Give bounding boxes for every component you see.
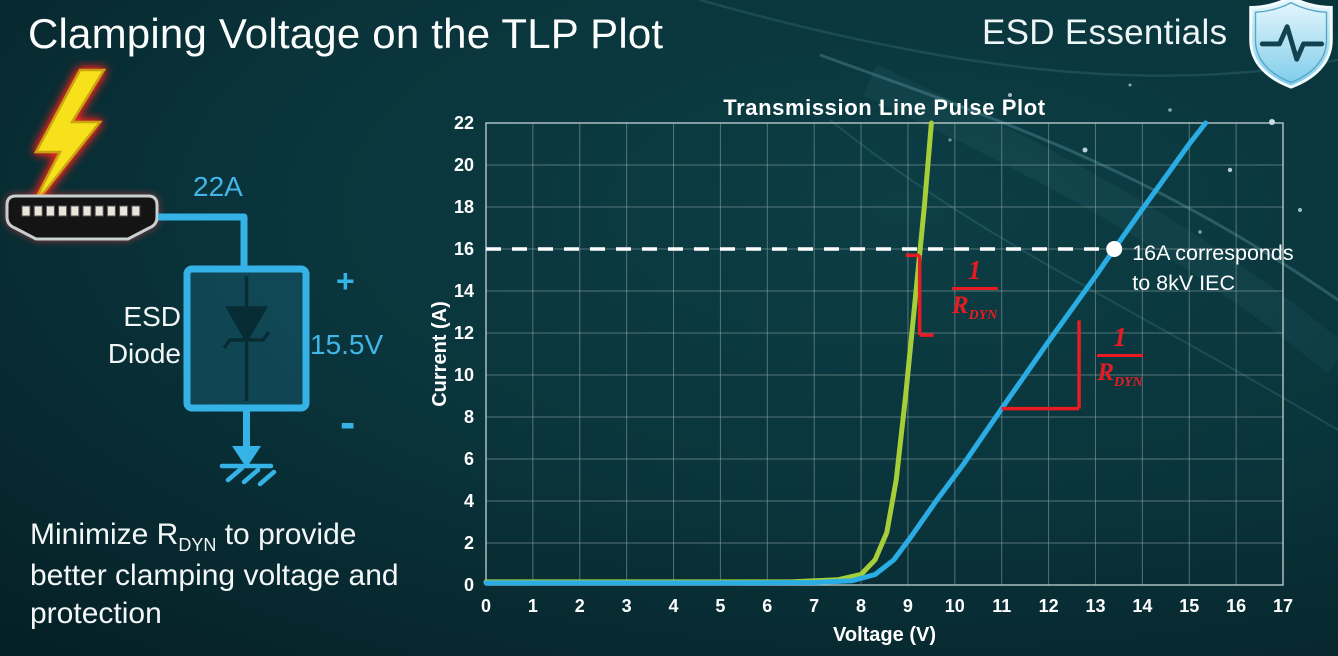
x-tick-label: 13	[1085, 596, 1105, 616]
esd-circuit-diagram: 22A ESD Diode + 15.5V -	[5, 68, 383, 487]
y-tick-label: 4	[464, 491, 474, 511]
y-tick-label: 20	[454, 155, 474, 175]
x-tick-label: 4	[669, 596, 679, 616]
y-tick-label: 10	[454, 365, 474, 385]
fraction-denominator: RDYN	[1091, 360, 1149, 391]
fraction-bar	[951, 287, 998, 291]
note-post: to provide better clamping voltage and p…	[30, 518, 399, 630]
x-tick-label: 17	[1273, 596, 1293, 616]
note-sub: DYN	[178, 535, 217, 555]
tlp-plot: 0 1 2 3 4 5 6 7 8 9 10 11 12 13 14 15 16 1702468101214161…	[430, 95, 1294, 646]
x-tick-label: 9	[903, 596, 913, 616]
x-tick-label: 8	[856, 596, 866, 616]
ground-symbol	[219, 463, 277, 487]
x-tick-label: 10	[945, 596, 965, 616]
lightning-bolt-icon	[28, 68, 107, 211]
y-tick-label: 0	[464, 575, 474, 595]
x-tick-label: 15	[1179, 596, 1199, 616]
y-tick-label: 6	[464, 449, 474, 469]
pulse-icon	[1259, 24, 1325, 62]
rdyn-base: R	[951, 292, 969, 320]
page-title: Clamping Voltage on the TLP Plot	[28, 10, 664, 57]
x-axis-label: Voltage (V)	[833, 624, 936, 646]
rdyn-slope-label-blue: 1 RDYN	[1091, 324, 1149, 391]
wire	[158, 213, 248, 269]
rdyn-base: R	[1097, 359, 1114, 387]
y-tick-label: 18	[454, 197, 474, 217]
x-tick-label: 11	[992, 596, 1011, 616]
x-tick-label: 5	[715, 596, 725, 616]
series-low-rdyn-diode-green	[483, 120, 934, 585]
surge-current-label: 22A	[193, 171, 243, 202]
plus-label: +	[336, 263, 355, 299]
shield-logo-icon	[1249, 0, 1333, 89]
device-label-line1: ESD	[123, 301, 181, 332]
clamp-voltage-label: 15.5V	[310, 329, 383, 360]
fraction-numerator: 1	[967, 255, 982, 286]
fraction-denominator: RDYN	[946, 293, 1004, 324]
y-tick-label: 2	[464, 533, 474, 553]
x-tick-label: 0	[481, 596, 491, 616]
y-tick-label: 16	[454, 239, 474, 259]
marker-label-line: 16A corresponds	[1132, 241, 1293, 265]
rdyn-sub: DYN	[968, 308, 998, 324]
y-tick-label: 14	[454, 281, 474, 301]
chart-title: Transmission Line Pulse Plot	[723, 95, 1046, 120]
plot-border	[485, 122, 1284, 586]
series-high-rdyn-diode-blue	[483, 120, 1209, 586]
y-tick-label: 12	[454, 323, 474, 343]
y-tick-label: 8	[464, 407, 474, 427]
x-tick-label: 3	[622, 596, 632, 616]
rdyn-slope-label-green: 1 RDYN	[946, 257, 1004, 324]
y-axis-label: Current (A)	[430, 301, 451, 407]
x-tick-label: 2	[575, 596, 585, 616]
arrow-down-icon	[232, 446, 261, 468]
x-tick-label: 7	[809, 596, 819, 616]
hdmi-pins	[21, 205, 141, 217]
zener-diode-symbol	[222, 276, 271, 401]
shield-inner-border	[1254, 1, 1328, 84]
marker-label-line: to 8kV IEC	[1132, 271, 1235, 295]
x-tick-label: 6	[762, 596, 772, 616]
minus-label: -	[340, 396, 355, 448]
x-tick-label: 1	[528, 596, 538, 616]
device-label-line2: Diode	[108, 338, 181, 369]
x-tick-label: 16	[1226, 596, 1246, 616]
x-tick-label: 12	[1039, 596, 1059, 616]
brand-title: ESD Essentials	[982, 13, 1228, 52]
tlp-chart: 0 1 2 3 4 5 6 7 8 9 10 11 12 13 14 15 16 17 0 2 4 6 8 10 12 14 16 1…	[430, 95, 1338, 656]
rdyn-sub: DYN	[1114, 375, 1143, 391]
y-tick-label: 22	[454, 113, 474, 133]
x-tick-label: 14	[1132, 596, 1152, 616]
note-pre: Minimize R	[30, 518, 179, 551]
fraction-numerator: 1	[1113, 322, 1127, 353]
hdmi-connector-icon	[5, 194, 159, 241]
fraction-bar	[1097, 354, 1144, 358]
marker-point	[1106, 241, 1123, 257]
rdyn-note: Minimize RDYN to provide better clamping…	[30, 516, 440, 633]
